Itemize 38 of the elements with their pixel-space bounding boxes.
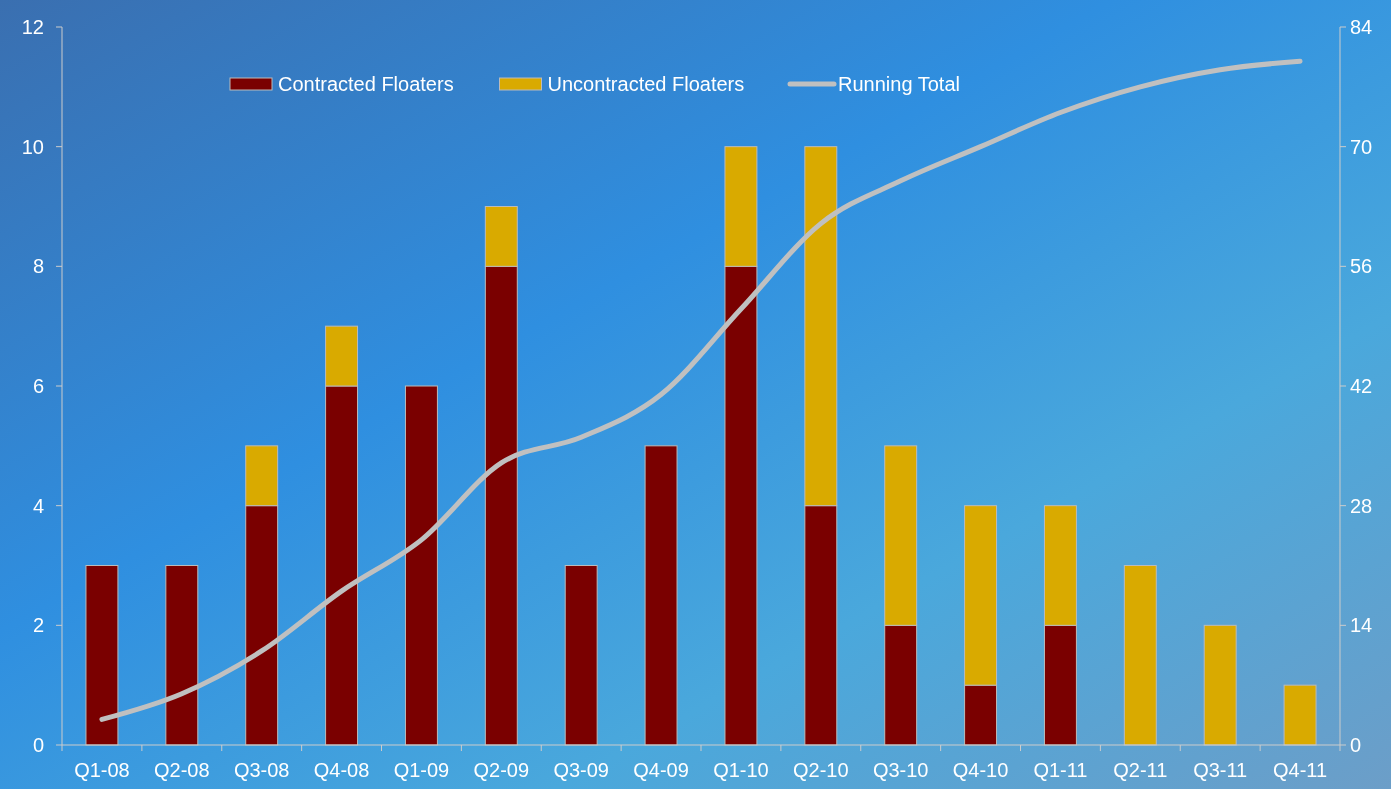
y2-tick-label: 28 <box>1350 494 1373 517</box>
legend-label: Uncontracted Floaters <box>547 73 745 95</box>
x-tick-label: Q2-08 <box>154 759 210 781</box>
legend-label: Contracted Floaters <box>278 73 454 95</box>
y-tick-label: 2 <box>32 614 44 637</box>
y2-tick-label: 14 <box>1350 614 1373 637</box>
bar <box>564 565 598 746</box>
x-tick-label: Q4-10 <box>952 759 1009 781</box>
x-tick-label: Q3-11 <box>1193 759 1248 781</box>
y2-tick-label: 84 <box>1350 16 1373 38</box>
x-tick-label: Q3-09 <box>553 759 609 781</box>
y-tick-label: 4 <box>32 494 44 517</box>
y-tick-label: 8 <box>32 255 44 278</box>
bar <box>644 445 678 746</box>
x-tick-label: Q2-09 <box>473 759 530 781</box>
x-tick-label: Q3-10 <box>872 759 929 781</box>
y-tick-label: 12 <box>21 16 44 38</box>
x-tick-label: Q4-08 <box>313 759 370 781</box>
bar <box>1283 684 1317 746</box>
x-tick-label: Q4-11 <box>1273 759 1328 781</box>
y-tick-label: 10 <box>21 135 44 158</box>
y-tick-label: 6 <box>32 375 44 397</box>
y2-tick-label: 70 <box>1350 135 1373 158</box>
legend-label: Running Total <box>838 73 960 95</box>
x-tick-label: Q1-08 <box>74 759 130 781</box>
bar <box>1123 565 1157 746</box>
x-tick-label: Q1-11 <box>1033 759 1088 781</box>
bar <box>1203 624 1237 746</box>
x-tick-label: Q3-08 <box>233 759 290 781</box>
x-tick-label: Q4-09 <box>633 759 689 781</box>
x-tick-label: Q2-10 <box>793 759 849 781</box>
x-tick-label: Q2-11 <box>1113 759 1168 781</box>
x-tick-label: Q1-10 <box>713 759 769 781</box>
y2-tick-label: 0 <box>1350 734 1362 756</box>
y2-tick-label: 42 <box>1350 375 1373 397</box>
x-tick-label: Q1-09 <box>393 759 450 781</box>
y-tick-label: 0 <box>32 734 44 756</box>
y2-tick-label: 56 <box>1350 255 1373 278</box>
